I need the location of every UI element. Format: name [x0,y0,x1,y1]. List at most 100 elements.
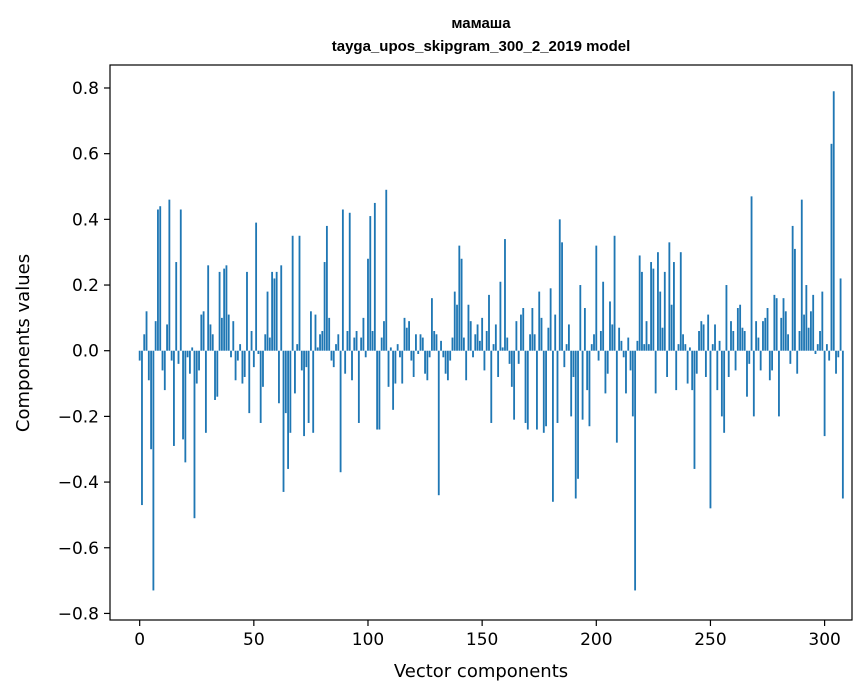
bar-83 [328,317,331,351]
bar-13 [168,199,171,351]
bar-192 [577,350,579,479]
bar-287 [794,248,796,351]
chart-title: мамаша [451,15,511,32]
bar-205 [606,350,609,374]
bar-294 [809,311,812,351]
bar-85 [332,350,335,368]
bar-297 [816,344,819,351]
bar-232 [668,242,671,351]
bar-253 [716,350,719,391]
bar-140 [458,245,461,351]
bar-137 [451,337,454,351]
bar-290 [800,199,803,351]
bar-51 [255,222,258,351]
bar-160 [504,239,506,351]
bar-100 [367,258,369,351]
bar-156 [494,324,497,351]
bar-65 [287,350,289,469]
bar-18 [179,209,182,351]
bar-97 [360,337,363,351]
bar-116 [403,317,406,351]
bar-68 [294,350,296,394]
bar-2 [143,334,146,351]
bar-17 [177,350,180,364]
bar-210 [618,327,621,351]
bar-126 [426,350,429,381]
bar-80 [321,331,324,351]
bar-75 [310,311,312,351]
bar-292 [805,285,808,351]
bar-237 [679,252,682,351]
bar-138 [453,291,456,351]
bar-291 [803,314,805,351]
bar-199 [593,334,595,351]
bar-91 [346,331,349,351]
bar-108 [385,189,388,351]
bar-6 [152,350,155,591]
bar-71 [300,350,303,371]
bar-33 [214,350,216,400]
bar-260 [732,331,735,351]
bar-125 [424,350,426,374]
bar-241 [688,347,691,351]
y-tick-label: 0.2 [72,276,99,296]
bar-48 [248,350,251,414]
bar-209 [615,350,618,443]
bar-57 [268,337,271,351]
bar-63 [282,350,285,492]
bar-11 [163,350,166,391]
bar-1 [141,350,143,506]
bar-66 [289,350,292,433]
y-tick-label: 0.6 [72,145,99,165]
bar-206 [609,301,611,351]
bar-174 [536,350,538,430]
bar-299 [821,291,824,351]
bar-39 [227,314,230,351]
bar-211 [620,340,623,351]
bar-215 [629,350,632,371]
bar-228 [659,291,662,351]
bar-0 [138,350,141,361]
bar-207 [611,324,614,351]
bar-217 [634,350,637,591]
y-tick-label: 0.4 [72,210,99,230]
bar-46 [243,350,246,377]
bar-45 [241,350,244,384]
bar-165 [515,321,518,351]
bar-286 [791,225,794,351]
bar-93 [351,350,353,381]
bar-267 [748,350,751,364]
bar-72 [303,350,305,437]
bar-54 [262,350,264,387]
bar-5 [150,350,153,450]
bar-36 [220,317,223,351]
bar-44 [239,344,242,351]
bar-134 [444,350,447,374]
bar-244 [695,350,698,374]
bar-213 [625,350,627,394]
bar-166 [517,350,520,364]
plot-area-frame [109,64,853,621]
bar-284 [787,334,789,351]
bar-185 [561,242,563,351]
bar-285 [789,350,792,364]
bar-128 [431,298,433,351]
bar-302 [828,350,831,361]
bar-251 [711,344,714,351]
bar-187 [565,344,568,351]
bar-59 [273,278,276,351]
bar-52 [257,350,260,354]
bar-69 [296,344,299,351]
bar-198 [590,344,593,351]
bar-249 [707,314,710,351]
bar-92 [348,212,351,351]
bar-154 [490,350,493,423]
bar-245 [698,331,700,351]
bar-145 [469,321,472,351]
bar-234 [673,262,675,351]
x-axis-ticks: 0 50 100 150 200 250 300 [134,620,841,650]
bar-306 [837,350,840,358]
bar-130 [435,334,438,351]
bar-223 [647,344,650,351]
bar-139 [456,304,458,351]
